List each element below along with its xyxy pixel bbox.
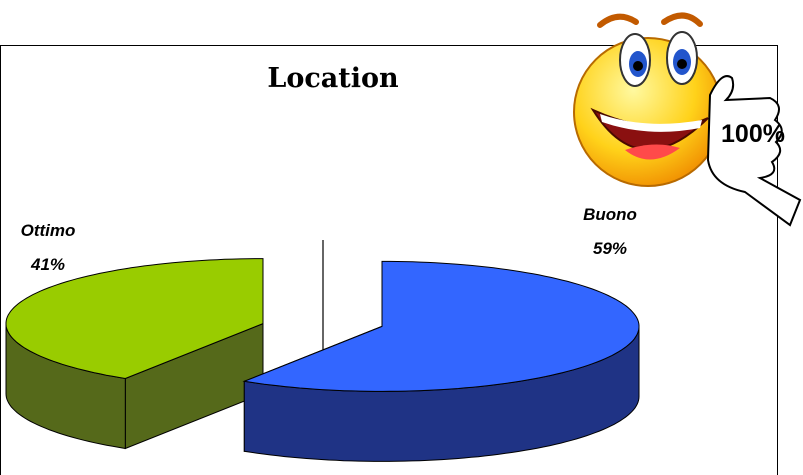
badge-text: 100% (721, 120, 785, 148)
slice-top (242, 260, 640, 392)
pie (5, 258, 640, 462)
slice-label: Buono (583, 205, 637, 224)
slice-value-label: 59% (593, 239, 627, 258)
slice-top (5, 258, 264, 380)
chart-title: Location (267, 63, 399, 94)
slice-label: Ottimo (21, 221, 76, 240)
slice-value-label: 41% (30, 255, 65, 274)
smiley: 100% (573, 12, 802, 227)
